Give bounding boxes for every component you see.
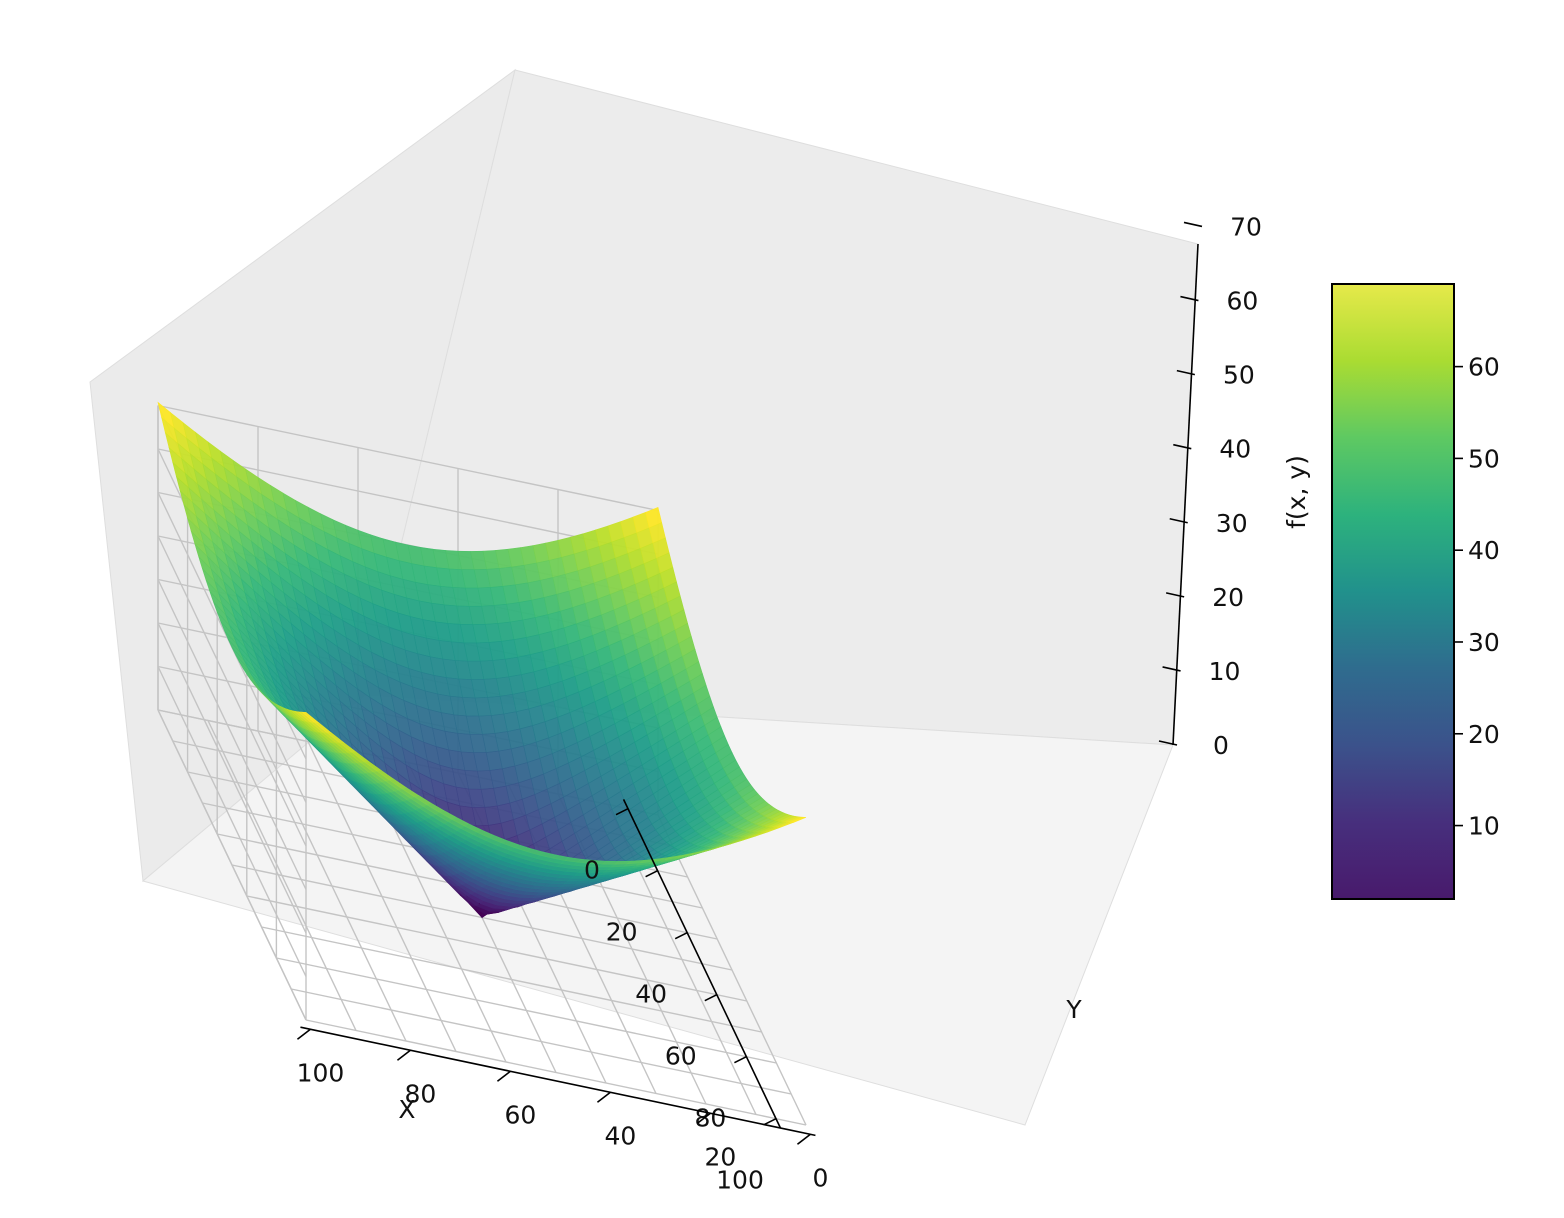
colorbar-tick-label: 20 — [1468, 720, 1500, 749]
x-tick — [674, 931, 688, 940]
z-tick-label: 0 — [1213, 731, 1229, 760]
grid-line — [157, 709, 307, 1021]
grid-line — [157, 666, 307, 977]
grid-line — [157, 579, 307, 890]
y-tick — [396, 1049, 411, 1061]
z-tick-label: 40 — [1219, 435, 1251, 464]
y-axis-line — [300, 1026, 816, 1137]
grid-line — [207, 720, 357, 1031]
x-tick — [763, 1117, 777, 1126]
x-tick-label: 80 — [694, 1104, 726, 1133]
y-tick — [596, 1091, 611, 1103]
x-tick-label: 40 — [635, 980, 667, 1009]
x-tick — [615, 807, 629, 816]
y-tick-label: 40 — [605, 1121, 637, 1150]
colorbar-tick-label: 60 — [1468, 353, 1500, 382]
z-tick — [1183, 221, 1203, 228]
z-tick — [1162, 666, 1181, 672]
z-tick-label: 50 — [1223, 361, 1255, 390]
y-tick — [296, 1028, 311, 1040]
x-tick — [704, 993, 718, 1002]
grid-line — [246, 895, 747, 1002]
y-tick-label: 20 — [705, 1142, 737, 1171]
colorbar-tick-label: 40 — [1468, 536, 1500, 565]
z-tick-label: 70 — [1230, 212, 1262, 241]
grid-line — [261, 926, 762, 1033]
x-axis-label: X — [398, 1095, 415, 1124]
colorbar-tick-label: 30 — [1468, 628, 1500, 657]
surface-patch — [789, 816, 807, 823]
grid-line — [257, 730, 407, 1042]
y-tick-label: 100 — [297, 1058, 345, 1087]
grid-line — [157, 404, 659, 512]
y-axis-label: Y — [1065, 995, 1082, 1024]
z-tick — [1169, 517, 1188, 524]
y-tick-label: 80 — [405, 1079, 437, 1108]
y-tick-label: 60 — [505, 1100, 537, 1129]
y-tick — [696, 1112, 711, 1124]
grid-line — [307, 741, 457, 1052]
x-tick — [734, 1055, 747, 1064]
z-tick — [1165, 592, 1185, 598]
z-tick-label: 10 — [1209, 657, 1241, 686]
z-tick — [1176, 369, 1196, 376]
x-tick-label: 100 — [716, 1166, 764, 1195]
grid-line — [291, 988, 792, 1095]
y-tick — [496, 1070, 511, 1082]
z-tick-label: 30 — [1216, 509, 1248, 538]
z-tick-label: 20 — [1212, 583, 1244, 612]
x-tick-label: 0 — [584, 856, 600, 885]
z-axis-label: f(x, y) — [1282, 455, 1311, 529]
x-tick — [645, 869, 658, 878]
colorbar-tick-label: 50 — [1468, 444, 1500, 473]
z-axis-line — [1172, 243, 1199, 746]
colorbar-ticks: 10 20 30 40 50 60 — [1454, 353, 1500, 841]
grid-line — [305, 1019, 807, 1126]
z-tick-label: 60 — [1227, 287, 1259, 316]
surface-mesh — [157, 401, 807, 919]
x-tick-label: 20 — [606, 918, 638, 947]
z-tick — [1158, 740, 1178, 746]
colorbar-gradient — [1331, 283, 1455, 900]
y-tick-label: 0 — [812, 1163, 828, 1192]
colorbar: 10 20 30 40 50 60 — [1331, 283, 1500, 900]
z-tick — [1173, 443, 1192, 450]
x-axis-line — [622, 799, 782, 1129]
grid-line — [157, 622, 307, 934]
y-tick — [796, 1133, 811, 1145]
axes: 0 20 40 60 80 100 0 20 40 60 80 100 0 10 20 30 40 50 60 70 — [297, 212, 1262, 1194]
grid-line — [157, 535, 307, 847]
z-tick — [1180, 295, 1199, 302]
x-tick-label: 60 — [665, 1042, 697, 1071]
grid-line — [276, 957, 777, 1064]
colorbar-tick-label: 10 — [1468, 812, 1500, 841]
